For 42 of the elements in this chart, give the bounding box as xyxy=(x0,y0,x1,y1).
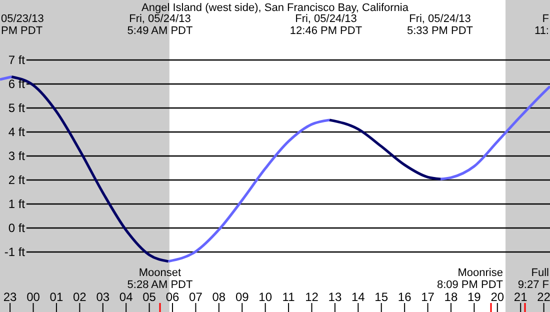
x-tick-label: 13 xyxy=(328,290,342,304)
y-tick-label: 0 ft xyxy=(8,221,26,235)
annotation: 05/23/13 PM PDT xyxy=(1,13,44,37)
x-tick-label: 12 xyxy=(305,290,319,304)
x-tick-label: 10 xyxy=(258,290,272,304)
annotation: F 11: xyxy=(534,13,550,37)
annotation: Fri, 05/24/13 5:33 PM PDT xyxy=(406,13,474,37)
x-tick-label: 01 xyxy=(50,290,64,304)
y-tick-label: 2 ft xyxy=(8,173,26,187)
x-tick-label: 06 xyxy=(166,290,180,304)
x-tick-label: 11 xyxy=(282,290,296,304)
x-tick-label: 18 xyxy=(444,290,458,304)
x-tick-label: 07 xyxy=(189,290,203,304)
x-tick-label: 00 xyxy=(26,290,40,304)
x-tick-label: 04 xyxy=(119,290,134,304)
y-tick-label: 5 ft xyxy=(8,101,26,115)
annotation: Moonset 5:28 AM PDT xyxy=(127,267,193,291)
y-tick-label: 7 ft xyxy=(8,53,26,67)
x-tick-label: 09 xyxy=(235,290,250,304)
x-tick-label: 15 xyxy=(374,290,388,304)
x-tick-label: 14 xyxy=(351,290,366,304)
x-tick-label: 20 xyxy=(490,290,504,304)
y-tick-label: 4 ft xyxy=(8,125,26,139)
x-tick-label: 05 xyxy=(142,290,156,304)
x-tick-label: 08 xyxy=(212,290,226,304)
y-tick-label: 6 ft xyxy=(8,77,26,91)
annotation: Fri, 05/24/13 12:46 PM PDT xyxy=(290,13,362,37)
x-tick-label: 02 xyxy=(72,290,87,304)
annotation: Fri, 05/24/13 5:49 AM PDT xyxy=(127,13,193,37)
annotation: Full 9:27 F xyxy=(518,267,550,291)
x-tick-label: 22 xyxy=(537,290,550,304)
x-tick-label: 23 xyxy=(3,290,18,304)
x-tick-label: 19 xyxy=(468,290,482,304)
y-tick-label: -1 ft xyxy=(4,245,26,259)
x-tick-label: 03 xyxy=(96,290,110,304)
chart-title: Angel Island (west side), San Francisco Bay, California xyxy=(142,2,410,14)
x-tick-label: 16 xyxy=(398,290,412,304)
x-tick-label: 17 xyxy=(421,290,435,304)
y-tick-label: 3 ft xyxy=(8,149,26,163)
x-tick-label: 21 xyxy=(514,290,528,304)
y-tick-label: 1 ft xyxy=(8,197,26,211)
annotation: Moonrise 8:09 PM PDT xyxy=(436,267,504,291)
